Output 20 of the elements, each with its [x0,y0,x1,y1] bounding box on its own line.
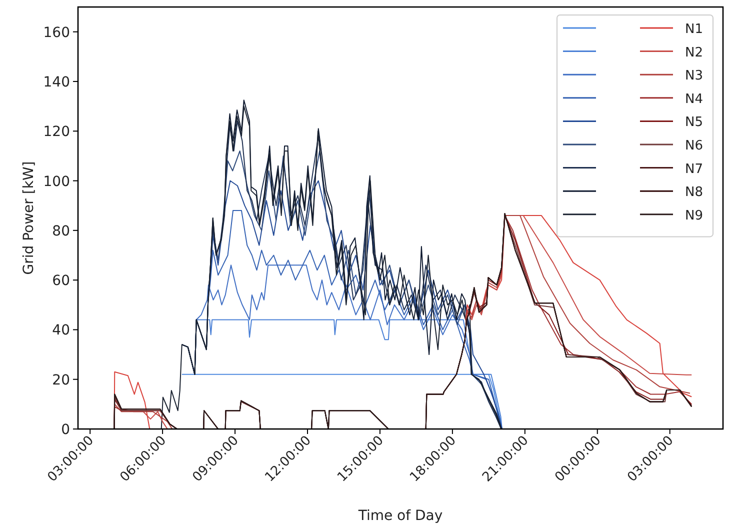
y-tick-label: 40 [52,322,70,339]
y-tick-label: 80 [52,223,70,240]
y-tick-label: 140 [43,74,70,90]
legend-label: N9 [685,208,703,224]
legend-label: N4 [685,92,703,107]
legend-label: N6 [685,138,703,154]
legend-label: N1 [685,22,703,37]
y-tick-label: 100 [43,174,70,190]
legend-label: N2 [685,45,703,60]
x-axis-title: Time of Day [357,508,443,524]
y-tick-label: 160 [43,24,70,41]
legend-label: N3 [685,68,703,84]
legend-label: N8 [685,185,703,200]
y-tick-label: 20 [52,372,70,388]
legend-label: N7 [685,162,703,177]
y-tick-label: 120 [43,124,70,140]
y-axis-title: Grid Power [kW] [21,161,37,275]
y-tick-label: 0 [61,422,70,438]
legend-label: N5 [685,115,703,130]
y-tick-label: 60 [52,273,70,290]
